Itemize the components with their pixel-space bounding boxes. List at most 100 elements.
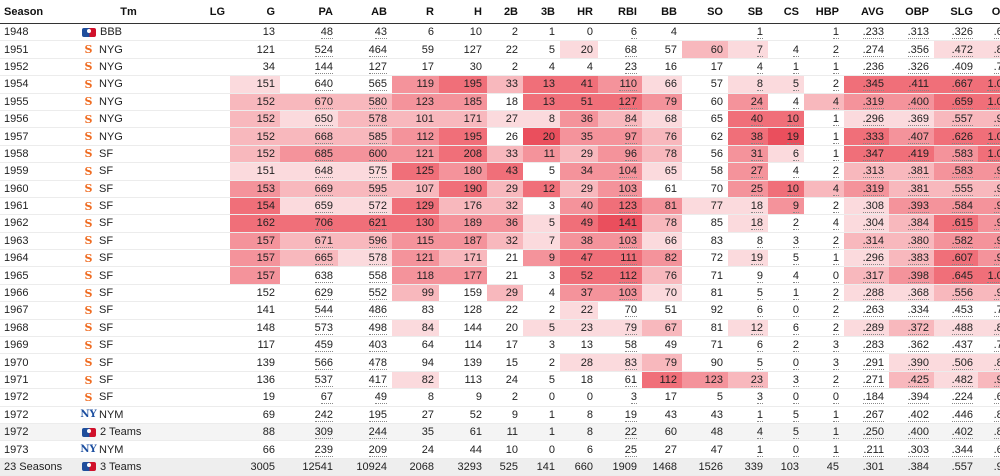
stat-value[interactable]: .288 (862, 287, 884, 301)
stat-value[interactable]: .977 (993, 201, 1000, 214)
stat-value[interactable]: 2 (832, 374, 839, 387)
season-cell[interactable]: 1971 (0, 371, 82, 390)
stat-value[interactable]: 648 (314, 165, 333, 179)
stat-value[interactable]: 22 (624, 426, 637, 440)
stat-value[interactable]: 103 (618, 182, 637, 196)
season-cell[interactable]: 1958 (0, 145, 82, 164)
stat-value[interactable]: .506 (951, 356, 973, 370)
stat-value[interactable]: 486 (368, 304, 387, 318)
season-cell[interactable]: 1960 (0, 180, 82, 198)
season-cell[interactable]: 1969 (0, 336, 82, 355)
stat-value[interactable]: .313 (907, 26, 929, 40)
stat-value[interactable]: .334 (907, 304, 929, 318)
stat-value[interactable]: 111 (620, 252, 637, 266)
season-cell[interactable]: 1959 (0, 162, 82, 181)
stat-value[interactable]: 2 (832, 321, 839, 335)
stat-value[interactable]: .291 (862, 356, 884, 370)
column-header-hbp[interactable]: HBP (804, 0, 844, 24)
stat-value[interactable]: 83 (624, 356, 637, 370)
stat-value[interactable]: 621 (368, 217, 387, 231)
stat-value[interactable]: 5 (756, 287, 763, 301)
stat-value[interactable]: 4 (832, 217, 839, 231)
stat-value[interactable]: .419 (907, 147, 929, 161)
stat-value[interactable]: 3 (792, 374, 799, 387)
stat-value[interactable]: .211 (863, 443, 884, 457)
stat-value[interactable]: 640 (314, 78, 333, 92)
stat-value[interactable]: 68 (624, 43, 637, 57)
stat-value[interactable]: .645 (951, 269, 973, 283)
stat-value[interactable]: .313 (862, 165, 884, 179)
stat-value[interactable]: 18 (750, 217, 763, 231)
stat-value[interactable]: 19 (786, 130, 799, 144)
stat-value[interactable]: .384 (907, 217, 929, 231)
team-cell[interactable]: S NYG (82, 40, 180, 59)
stat-value[interactable]: 2 (832, 78, 839, 92)
stat-value[interactable]: .667 (951, 78, 973, 92)
stat-value[interactable]: 2 (832, 287, 839, 301)
stat-value[interactable]: 3 (630, 391, 637, 405)
stat-value[interactable]: 498 (368, 321, 387, 335)
stat-value[interactable]: 638 (314, 269, 333, 283)
stat-value[interactable]: 3 (792, 234, 799, 248)
stat-value[interactable]: .926 (993, 114, 1000, 127)
stat-value[interactable]: .333 (862, 130, 884, 144)
stat-value[interactable]: 103 (780, 460, 799, 473)
team-cell[interactable]: S SF (82, 232, 180, 251)
stat-value[interactable]: 4 (756, 426, 763, 440)
stat-value[interactable]: 97 (624, 130, 637, 144)
stat-value[interactable]: 5 (792, 408, 799, 422)
stat-value[interactable]: 665 (314, 252, 333, 266)
team-cell[interactable]: 3 Teams (82, 457, 180, 476)
column-header-obp[interactable]: OBP (889, 0, 934, 24)
stat-value[interactable]: .936 (993, 183, 1000, 196)
stat-value[interactable]: 5 (792, 252, 799, 266)
stat-value[interactable]: .453 (951, 304, 973, 318)
stat-value[interactable]: 706 (314, 217, 333, 231)
stat-value[interactable]: 3 (832, 356, 839, 370)
team-cell[interactable]: BBB (82, 23, 180, 42)
stat-value[interactable]: 1 (792, 287, 799, 301)
season-cell[interactable]: 1963 (0, 232, 82, 251)
stat-value[interactable]: .381 (907, 165, 929, 179)
stat-value[interactable]: 1909 (612, 460, 637, 473)
stat-value[interactable]: .398 (907, 269, 929, 283)
stat-value[interactable]: .317 (862, 269, 884, 283)
stat-value[interactable]: 585 (368, 130, 387, 144)
stat-value[interactable]: 112 (619, 269, 637, 283)
stat-value[interactable]: 544 (314, 304, 333, 318)
stat-value[interactable]: 1 (832, 26, 839, 40)
stat-value[interactable]: .319 (862, 95, 884, 109)
stat-value[interactable]: 575 (368, 165, 387, 179)
stat-value[interactable]: .402 (907, 408, 929, 422)
stat-value[interactable]: 537 (314, 374, 333, 387)
stat-value[interactable]: .941 (993, 460, 1000, 473)
stat-value[interactable]: 0 (792, 356, 799, 370)
stat-value[interactable]: 104 (618, 165, 637, 179)
column-header-slg[interactable]: SLG (934, 0, 978, 24)
stat-value[interactable]: 127 (618, 95, 637, 109)
stat-value[interactable]: .289 (862, 321, 884, 335)
stat-value[interactable]: .639 (993, 27, 1000, 40)
stat-value[interactable]: 1.078 (987, 79, 1000, 92)
stat-value[interactable]: 1.033 (987, 131, 1000, 144)
stat-value[interactable]: .446 (951, 408, 973, 422)
stat-value[interactable]: 1 (756, 26, 763, 40)
stat-value[interactable]: 0 (832, 391, 839, 405)
stat-value[interactable]: .999 (993, 218, 1000, 231)
stat-value[interactable]: .556 (951, 287, 973, 301)
stat-value[interactable]: 127 (368, 60, 387, 74)
stat-value[interactable]: .555 (951, 182, 973, 196)
stat-value[interactable]: .236 (862, 60, 884, 74)
stat-value[interactable]: 9 (756, 269, 763, 283)
stat-value[interactable]: .345 (862, 78, 884, 92)
stat-value[interactable]: .962 (993, 235, 1000, 248)
stat-value[interactable]: 23 (750, 374, 763, 387)
stat-value[interactable]: .326 (907, 60, 929, 74)
stat-value[interactable]: 1 (832, 60, 839, 74)
stat-value[interactable]: .860 (993, 322, 1000, 335)
season-cell[interactable]: 1952 (0, 58, 82, 77)
stat-value[interactable]: .896 (993, 357, 1000, 370)
stat-value[interactable]: .233 (862, 26, 884, 40)
stat-value[interactable]: 58 (624, 339, 637, 353)
stat-value[interactable]: .425 (907, 374, 929, 387)
